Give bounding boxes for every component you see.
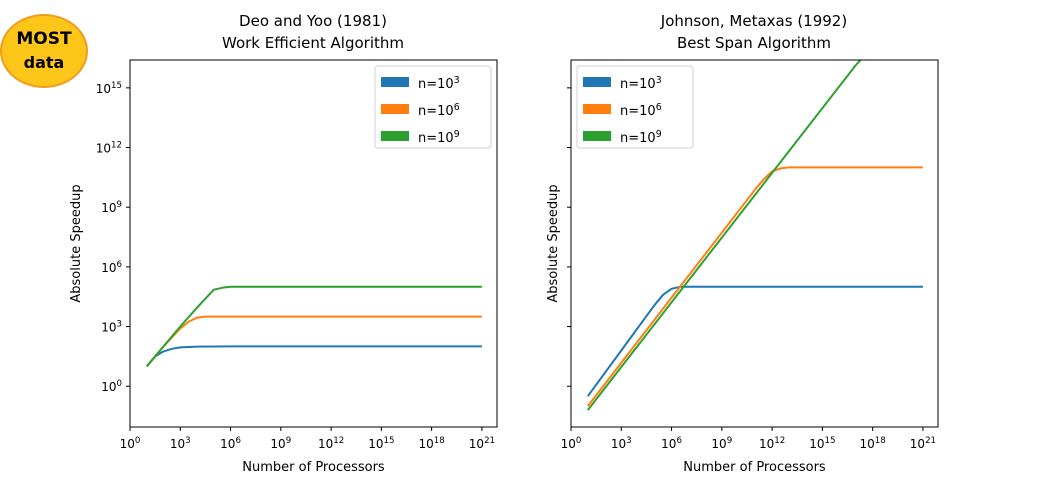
series-line-3 [586,285,923,397]
y-axis-label: Absolute Speedup [546,184,561,302]
legend-swatch-6 [381,104,409,114]
legend-swatch-3 [583,77,611,87]
badge-line-2: data [23,53,65,72]
legend-label-3: n=103 [418,75,460,92]
x-tick-label: 109 [270,436,291,451]
legend-label-9: n=109 [620,129,662,146]
chart-title-line: Deo and Yoo (1981) [239,12,387,30]
y-tick-label: 103 [101,320,122,335]
x-tick-label: 100 [561,436,582,451]
x-axis-label: Number of Processors [242,460,385,475]
plot-frame [570,59,939,428]
legend-label-6: n=106 [620,102,662,119]
y-tick-label: 1015 [96,81,122,96]
y-tick-label: 100 [101,379,122,394]
badge-line-1: MOST [16,29,72,49]
legend-label-6: n=106 [418,102,460,119]
x-tick-label: 1021 [469,436,495,451]
series-line-9 [587,60,862,411]
x-tick-label: 106 [661,436,682,451]
x-tick-label: 1021 [910,436,936,451]
series-line-9 [146,285,482,367]
y-axis-label: Absolute Speedup [69,184,84,302]
x-tick-label: 109 [711,436,732,451]
y-tick-label: 1012 [96,141,122,156]
chart-title-line: Best Span Algorithm [677,34,831,52]
x-tick-label: 1015 [368,436,394,451]
legend-label-9: n=109 [418,129,460,146]
legend-swatch-9 [583,131,611,141]
legend-label-3: n=103 [620,75,662,92]
chart-title-line: Work Efficient Algorithm [222,34,404,52]
plot-frame [129,59,498,428]
most-data-badge: MOST data [0,14,88,88]
x-tick-label: 103 [170,436,191,451]
x-tick-label: 1018 [419,436,445,451]
x-axis-label: Number of Processors [683,460,826,475]
y-tick-label: 106 [101,260,122,275]
chart-title-line: Johnson, Metaxas (1992) [660,12,847,30]
x-tick-label: 1018 [860,436,886,451]
x-tick-label: 106 [220,436,241,451]
series-line-3 [146,345,482,367]
x-tick-label: 1012 [759,436,785,451]
x-tick-label: 1015 [809,436,835,451]
legend-swatch-6 [583,104,611,114]
series-line-6 [146,315,482,367]
x-tick-label: 103 [611,436,632,451]
x-tick-label: 100 [120,436,141,451]
x-tick-label: 1012 [318,436,344,451]
y-tick-label: 109 [101,200,122,215]
legend-swatch-9 [381,131,409,141]
legend-swatch-3 [381,77,409,87]
